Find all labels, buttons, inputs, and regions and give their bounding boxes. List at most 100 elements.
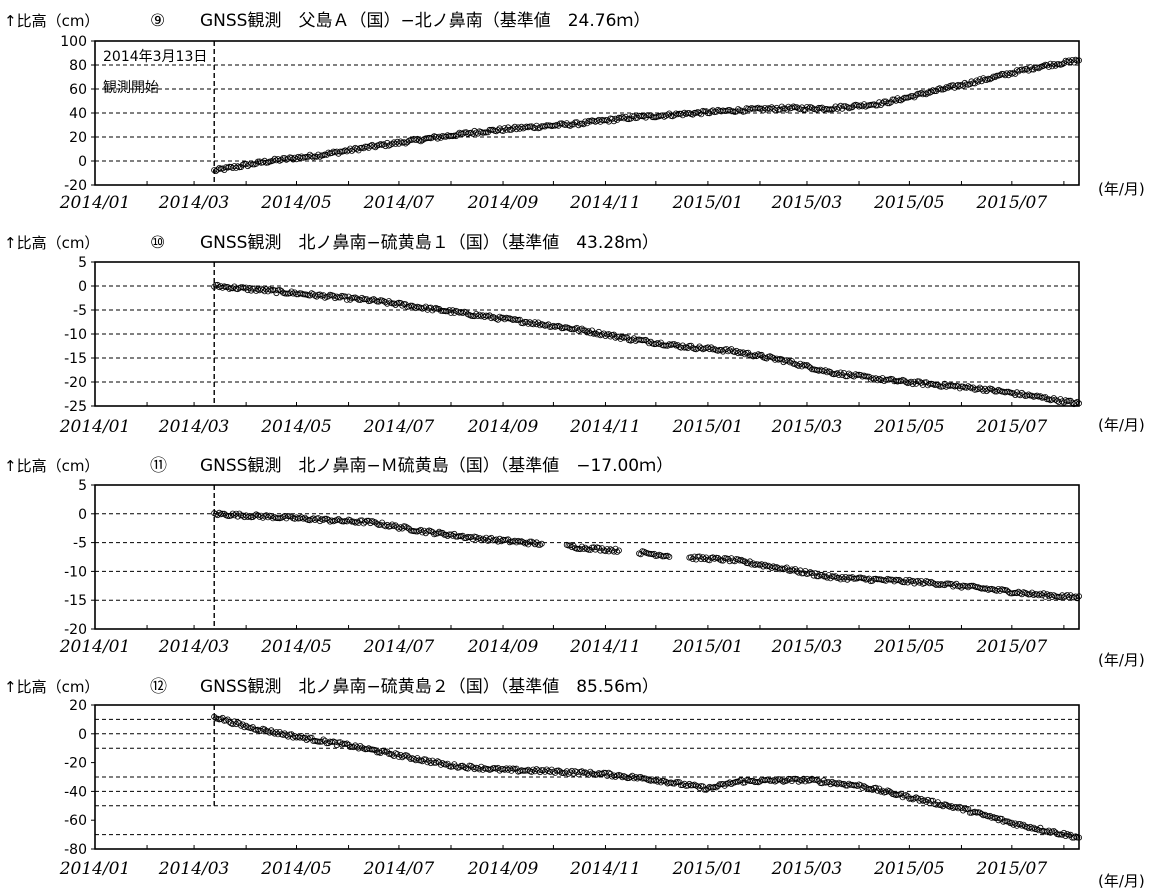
y-tick-label: 0: [78, 279, 87, 295]
data-point: [243, 722, 250, 729]
data-point: [219, 510, 226, 517]
x-tick-label: 2014/01: [59, 193, 131, 213]
data-point: [726, 347, 733, 354]
y-axis-label: ↑比高（cm）: [4, 678, 99, 696]
data-point: [832, 573, 839, 580]
data-point: [699, 783, 706, 790]
x-tick-label: 2014/09: [467, 859, 539, 879]
x-tick-label: 2015/01: [672, 859, 744, 879]
x-unit-label: (年/月): [1098, 872, 1145, 890]
x-tick-label: 2014/03: [158, 417, 230, 437]
data-point: [840, 103, 847, 110]
data-point: [516, 316, 523, 323]
data-point: [783, 106, 790, 113]
data-point: [234, 286, 241, 293]
data-point: [615, 547, 622, 554]
chart-panel-2: ↑比高（cm） ⑩ GNSS観測 北ノ鼻南−硫黄島１（国）（基準値 43.28ｍ） 5…: [4, 233, 1145, 437]
data-point: [579, 768, 586, 775]
x-tick-label: 2015/01: [672, 417, 744, 437]
data-point: [285, 155, 292, 162]
data-point: [476, 311, 483, 318]
data-point: [819, 571, 826, 578]
x-tick-label: 2014/07: [363, 637, 435, 657]
x-tick-label: 2015/01: [672, 193, 744, 213]
data-point: [503, 765, 510, 772]
x-tick-label: 2014/01: [59, 859, 131, 879]
data-point: [617, 335, 624, 342]
data-point: [713, 784, 720, 791]
data-point: [1002, 72, 1009, 79]
data-point: [1074, 834, 1081, 841]
data-point: [874, 102, 881, 109]
chart-number: ⑩: [150, 233, 165, 253]
data-point: [876, 375, 883, 382]
data-point: [881, 98, 888, 105]
x-tick-label: 2014/11: [569, 193, 641, 213]
data-point: [955, 805, 962, 812]
data-point: [708, 344, 715, 351]
data-point: [861, 783, 868, 790]
data-point: [363, 143, 370, 150]
x-tick-label: 2014/05: [260, 637, 332, 657]
data-point: [872, 784, 879, 791]
data-point: [750, 353, 757, 360]
data-point: [320, 736, 327, 743]
y-tick-label: -5: [73, 303, 87, 319]
data-point: [704, 344, 711, 351]
data-point: [646, 112, 653, 119]
y-tick-label: -60: [64, 813, 87, 829]
data-point: [316, 153, 323, 160]
data-point: [918, 795, 925, 802]
data-point: [1072, 593, 1079, 600]
data-point: [624, 775, 631, 782]
data-point: [805, 570, 812, 577]
data-point: [624, 116, 631, 123]
data-point: [582, 327, 589, 334]
data-point: [612, 545, 619, 552]
data-point: [585, 328, 592, 335]
data-point: [736, 348, 743, 355]
data-point: [288, 288, 295, 295]
data-point: [814, 106, 821, 113]
data-point: [468, 763, 475, 770]
data-point: [787, 568, 794, 575]
data-point: [1074, 398, 1081, 405]
data-point: [584, 329, 591, 336]
data-point: [987, 812, 994, 819]
y-tick-label: -20: [64, 756, 87, 772]
data-point: [1076, 57, 1083, 64]
data-point: [269, 729, 276, 736]
data-point: [362, 296, 369, 303]
y-tick-label: -5: [73, 536, 87, 552]
data-point: [1027, 823, 1034, 830]
data-point: [928, 797, 935, 804]
data-point: [923, 91, 930, 98]
x-unit-label: (年/月): [1098, 651, 1145, 669]
data-point: [872, 375, 879, 382]
data-point: [854, 783, 861, 790]
data-point: [261, 726, 268, 733]
data-point: [998, 815, 1005, 822]
y-tick-label: 80: [69, 58, 87, 74]
y-tick-label: 100: [60, 34, 87, 50]
data-point: [701, 786, 708, 793]
data-point: [402, 140, 409, 147]
data-point: [288, 731, 295, 738]
data-point: [478, 763, 485, 770]
x-tick-label: 2015/05: [873, 193, 945, 213]
data-point: [877, 102, 884, 109]
data-point: [1076, 593, 1083, 600]
data-point: [236, 510, 243, 517]
x-tick-label: 2014/07: [363, 193, 435, 213]
x-tick-label: 2015/03: [771, 637, 843, 657]
data-point: [243, 512, 250, 519]
data-point: [1035, 592, 1042, 599]
data-point: [227, 512, 234, 519]
data-point: [343, 740, 350, 747]
x-unit-label: (年/月): [1098, 180, 1145, 198]
data-point: [537, 541, 544, 548]
data-point: [790, 567, 797, 574]
data-point: [434, 135, 441, 142]
data-point: [647, 112, 654, 119]
